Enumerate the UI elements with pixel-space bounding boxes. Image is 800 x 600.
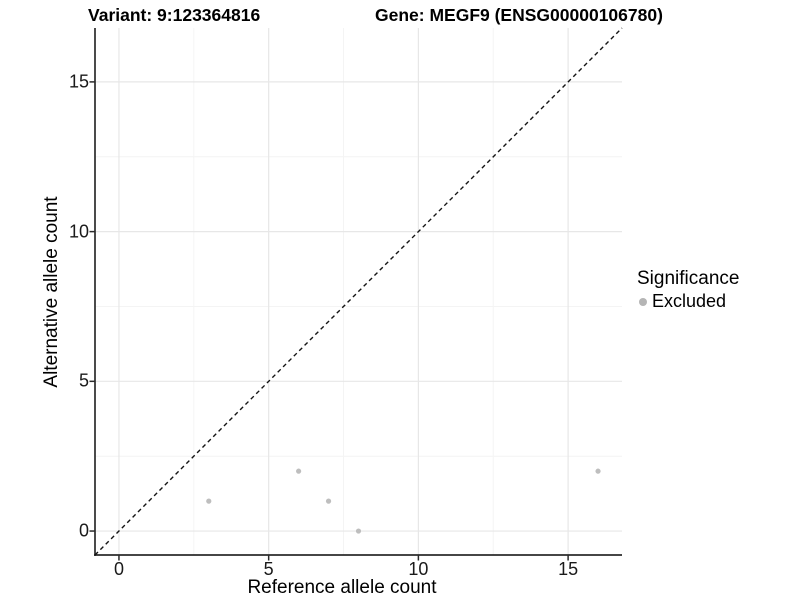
data-point (296, 468, 302, 474)
legend-item: Excluded (637, 291, 739, 312)
x-tick-label: 15 (558, 559, 579, 579)
x-tick-label: 5 (263, 559, 274, 579)
legend-item-label: Excluded (652, 291, 727, 311)
identity-line (94, 27, 623, 556)
y-axis-title: Alternative allele count (41, 196, 62, 388)
x-axis-title: Reference allele count (247, 577, 437, 598)
y-tick-label: 0 (78, 520, 89, 541)
data-point (355, 528, 362, 534)
y-tick-label: 15 (68, 71, 89, 92)
gene-title: Gene: MEGF9 (ENSG00000106780) (375, 5, 663, 25)
x-tick-label: 10 (408, 559, 429, 579)
legend: Significance Excluded (637, 268, 739, 312)
data-point (206, 498, 212, 504)
legend-point-icon (639, 298, 647, 306)
data-point (325, 498, 332, 504)
legend-items: Excluded (637, 291, 739, 312)
y-tick-label: 10 (68, 221, 89, 242)
data-point (595, 468, 601, 474)
y-tick-label: 5 (78, 370, 89, 391)
x-tick-label: 0 (113, 559, 124, 579)
variant-title: Variant: 9:123364816 (88, 5, 261, 25)
legend-title: Significance (637, 268, 740, 289)
